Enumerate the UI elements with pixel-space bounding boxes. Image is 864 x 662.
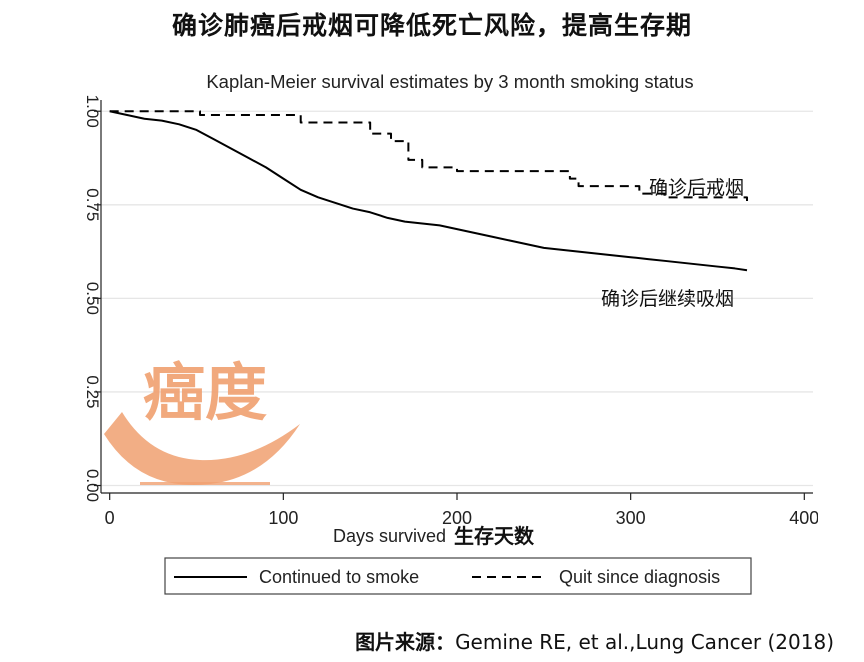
watermark-underline (140, 482, 270, 485)
grid-layer (101, 110, 813, 487)
watermark-text: 癌度 (143, 356, 267, 429)
x-tick-label-3: 300 (616, 508, 646, 528)
annotation-quit: 确诊后戒烟 (649, 177, 744, 199)
legend-label-quit: Quit since diagnosis (559, 567, 720, 587)
x-axis-title: Days survived 生存天数 (333, 524, 535, 548)
series-line-1 (109, 110, 749, 202)
axes-layer: 0 100 200 300 400 0.00 0.25 0.50 0.75 1.00 (83, 95, 818, 528)
x-tick-label-1: 100 (268, 508, 298, 528)
x-axis-label: Days survived (333, 526, 446, 546)
y-tick-label-1: 0.25 (83, 375, 102, 408)
series-line-0 (109, 110, 748, 272)
source-text: Gemine RE, et al.,Lung Cancer (2018) (455, 630, 834, 654)
legend-box (164, 557, 752, 595)
source-credit: 图片来源：Gemine RE, et al.,Lung Cancer (2018… (355, 626, 834, 655)
chart-panel: 0 100 200 300 400 0.00 0.25 0.50 0.75 1.00 Kaplan… (44, 56, 818, 616)
x-tick-label-0: 0 (105, 508, 115, 528)
watermark-logo: 癌度 (104, 356, 300, 485)
legend-label-continued: Continued to smoke (259, 567, 419, 587)
annotation-continued: 确诊后继续吸烟 (601, 288, 734, 310)
chart-title: Kaplan-Meier survival estimates by 3 mon… (206, 71, 693, 92)
y-tick-label-0: 0.00 (83, 469, 102, 502)
x-tick-label-4: 400 (789, 508, 818, 528)
x-axis-label-cn: 生存天数 (454, 524, 535, 548)
y-tick-label-4: 1.00 (83, 95, 102, 128)
series-layer (109, 110, 749, 272)
x-tick-label-2: 200 (442, 508, 472, 528)
chart-svg: 0 100 200 300 400 0.00 0.25 0.50 0.75 1.00 Kaplan… (83, 71, 818, 595)
y-tick-label-2: 0.50 (83, 282, 102, 315)
headline: 确诊肺癌后戒烟可降低死亡风险，提高生存期 (171, 11, 692, 40)
watermark-swoosh (104, 412, 300, 485)
legend: Continued to smoke Quit since diagnosis (164, 557, 752, 595)
y-tick-label-3: 0.75 (83, 188, 102, 221)
source-label: 图片来源： (355, 630, 456, 654)
